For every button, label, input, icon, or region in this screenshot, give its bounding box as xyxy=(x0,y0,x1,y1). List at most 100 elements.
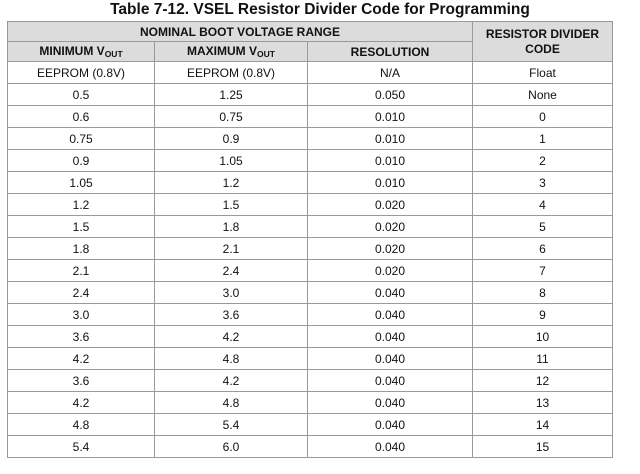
minimum-vout-cell: 4.2 xyxy=(7,391,155,414)
resistor-divider-code-cell: 11 xyxy=(472,347,613,370)
minimum-vout-cell: EEPROM (0.8V) xyxy=(7,61,155,84)
minimum-vout-cell: 0.9 xyxy=(7,149,155,172)
resistor-divider-code-cell: 3 xyxy=(472,171,613,194)
table-row: EEPROM (0.8V) EEPROM (0.8V) N/A Float xyxy=(7,61,613,84)
maximum-vout-cell: 6.0 xyxy=(154,435,308,458)
table-row: 0.9 1.05 0.010 2 xyxy=(7,149,613,172)
resistor-divider-code-cell: 5 xyxy=(472,215,613,238)
table-row: 0.6 0.75 0.010 0 xyxy=(7,105,613,128)
maximum-vout-cell: 4.2 xyxy=(154,325,308,348)
table-row: 1.2 1.5 0.020 4 xyxy=(7,193,613,216)
resistor-divider-code-cell: 12 xyxy=(472,369,613,392)
table-row: 4.8 5.4 0.040 14 xyxy=(7,413,613,436)
maximum-vout-subscript: OUT xyxy=(257,49,275,59)
resistor-divider-code-cell: None xyxy=(472,83,613,106)
resolution-cell: 0.040 xyxy=(307,391,473,414)
resolution-cell: 0.040 xyxy=(307,369,473,392)
minimum-vout-cell: 0.6 xyxy=(7,105,155,128)
resolution-cell: 0.020 xyxy=(307,193,473,216)
table-row: 0.5 1.25 0.050 None xyxy=(7,83,613,106)
table-row: 3.6 4.2 0.040 10 xyxy=(7,325,613,348)
minimum-vout-cell: 5.4 xyxy=(7,435,155,458)
resistor-divider-code-cell: 0 xyxy=(472,105,613,128)
resistor-divider-code-cell: 15 xyxy=(472,435,613,458)
resolution-cell: 0.050 xyxy=(307,83,473,106)
minimum-vout-header: MINIMUM VOUT xyxy=(7,41,155,62)
table-body: EEPROM (0.8V) EEPROM (0.8V) N/A Float 0.5 1.… xyxy=(7,61,613,458)
maximum-vout-cell: 0.9 xyxy=(154,127,308,150)
table-row: 2.1 2.4 0.020 7 xyxy=(7,259,613,282)
table-row: 4.2 4.8 0.040 13 xyxy=(7,391,613,414)
resolution-cell: 0.020 xyxy=(307,259,473,282)
table-row: 5.4 6.0 0.040 15 xyxy=(7,435,613,458)
maximum-vout-cell: 2.4 xyxy=(154,259,308,282)
resistor-divider-code-cell: Float xyxy=(472,61,613,84)
resolution-cell: 0.020 xyxy=(307,237,473,260)
resistor-divider-code-cell: 1 xyxy=(472,127,613,150)
maximum-vout-cell: EEPROM (0.8V) xyxy=(154,61,308,84)
minimum-vout-cell: 1.05 xyxy=(7,171,155,194)
table-row: 4.2 4.8 0.040 11 xyxy=(7,347,613,370)
minimum-vout-cell: 2.4 xyxy=(7,281,155,304)
minimum-vout-label: MINIMUM V xyxy=(39,44,105,58)
minimum-vout-cell: 4.8 xyxy=(7,413,155,436)
maximum-vout-cell: 1.05 xyxy=(154,149,308,172)
table-header: NOMINAL BOOT VOLTAGE RANGE RESISTOR DIVI… xyxy=(7,21,613,62)
minimum-vout-cell: 1.2 xyxy=(7,193,155,216)
resistor-divider-code-cell: 14 xyxy=(472,413,613,436)
vsel-resistor-divider-table: NOMINAL BOOT VOLTAGE RANGE RESISTOR DIVI… xyxy=(7,21,613,458)
resolution-cell: 0.040 xyxy=(307,413,473,436)
minimum-vout-subscript: OUT xyxy=(104,49,123,59)
resistor-divider-code-cell: 10 xyxy=(472,325,613,348)
maximum-vout-cell: 0.75 xyxy=(154,105,308,128)
minimum-vout-cell: 4.2 xyxy=(7,347,155,370)
resistor-divider-code-cell: 13 xyxy=(472,391,613,414)
table-row: 0.75 0.9 0.010 1 xyxy=(7,127,613,150)
resistor-divider-code-cell: 9 xyxy=(472,303,613,326)
maximum-vout-cell: 3.0 xyxy=(154,281,308,304)
resolution-cell: 0.020 xyxy=(307,215,473,238)
resolution-cell: 0.010 xyxy=(307,171,473,194)
table-row: 1.5 1.8 0.020 5 xyxy=(7,215,613,238)
resolution-cell: 0.040 xyxy=(307,325,473,348)
resolution-cell: 0.040 xyxy=(307,303,473,326)
maximum-vout-cell: 1.25 xyxy=(154,83,308,106)
table-row: 3.6 4.2 0.040 12 xyxy=(7,369,613,392)
resistor-divider-code-cell: 7 xyxy=(472,259,613,282)
maximum-vout-cell: 1.5 xyxy=(154,193,308,216)
minimum-vout-cell: 0.5 xyxy=(7,83,155,106)
resolution-header: RESOLUTION xyxy=(307,41,473,62)
table-row: 1.05 1.2 0.010 3 xyxy=(7,171,613,194)
table-caption: Table 7-12. VSEL Resistor Divider Code f… xyxy=(110,1,530,18)
resistor-divider-code-header-line2: CODE xyxy=(525,41,560,56)
resistor-divider-code-cell: 2 xyxy=(472,149,613,172)
resistor-divider-code-cell: 6 xyxy=(472,237,613,260)
resolution-cell: 0.010 xyxy=(307,149,473,172)
resolution-cell: N/A xyxy=(307,61,473,84)
maximum-vout-cell: 2.1 xyxy=(154,237,308,260)
minimum-vout-cell: 1.8 xyxy=(7,237,155,260)
resolution-cell: 0.040 xyxy=(307,347,473,370)
minimum-vout-cell: 2.1 xyxy=(7,259,155,282)
minimum-vout-cell: 0.75 xyxy=(7,127,155,150)
minimum-vout-cell: 1.5 xyxy=(7,215,155,238)
resolution-cell: 0.040 xyxy=(307,281,473,304)
minimum-vout-cell: 3.0 xyxy=(7,303,155,326)
table-row: 2.4 3.0 0.040 8 xyxy=(7,281,613,304)
maximum-vout-cell: 5.4 xyxy=(154,413,308,436)
resolution-cell: 0.010 xyxy=(307,127,473,150)
maximum-vout-cell: 1.8 xyxy=(154,215,308,238)
minimum-vout-cell: 3.6 xyxy=(7,325,155,348)
resistor-divider-code-cell: 8 xyxy=(472,281,613,304)
maximum-vout-cell: 4.8 xyxy=(154,347,308,370)
nominal-boot-voltage-range-header: NOMINAL BOOT VOLTAGE RANGE xyxy=(7,21,473,42)
maximum-vout-cell: 1.2 xyxy=(154,171,308,194)
resistor-divider-code-header-line1: RESISTOR DIVIDER xyxy=(485,26,600,41)
minimum-vout-cell: 3.6 xyxy=(7,369,155,392)
maximum-vout-cell: 4.2 xyxy=(154,369,308,392)
resistor-divider-code-header: RESISTOR DIVIDER CODE xyxy=(472,21,613,62)
resolution-cell: 0.010 xyxy=(307,105,473,128)
maximum-vout-cell: 3.6 xyxy=(154,303,308,326)
table-row: 1.8 2.1 0.020 6 xyxy=(7,237,613,260)
maximum-vout-cell: 4.8 xyxy=(154,391,308,414)
